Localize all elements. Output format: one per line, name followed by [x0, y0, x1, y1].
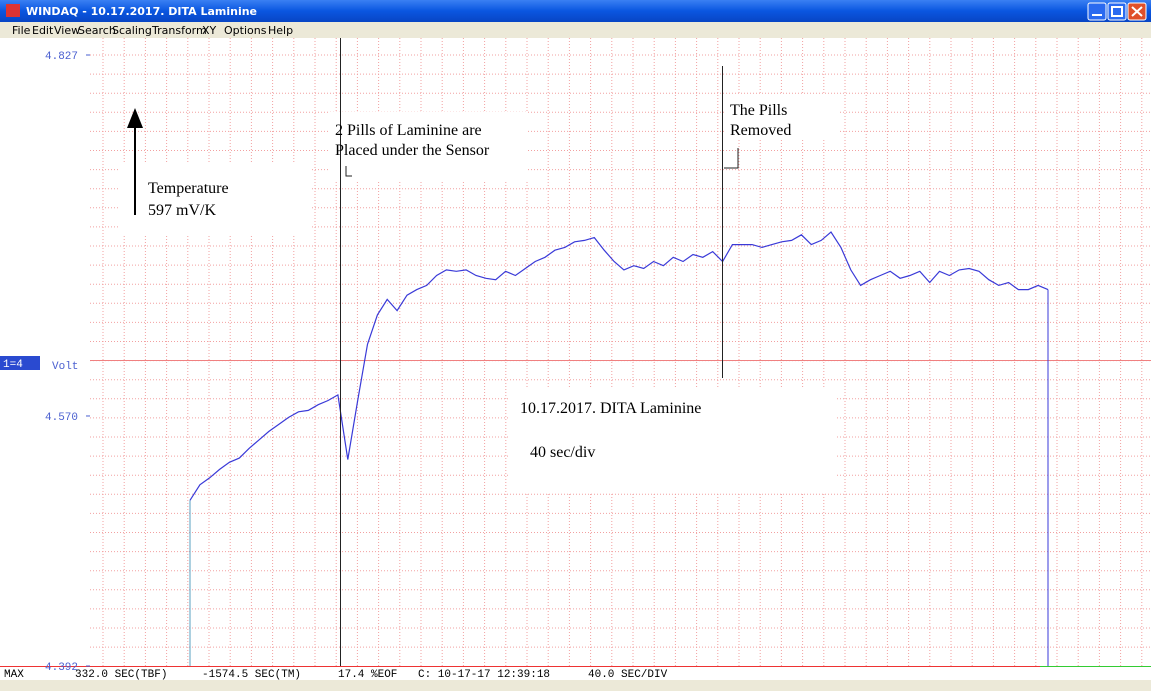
- y-tick-label: 4.827: [45, 51, 78, 63]
- status-field: 17.4 %EOF: [338, 669, 397, 681]
- minimize-button[interactable]: [1087, 2, 1107, 21]
- unit-label: Volt: [52, 361, 78, 373]
- annotation: 597 mV/K: [148, 202, 216, 219]
- menu-item[interactable]: Edit: [32, 24, 54, 37]
- annotation: Temperature: [148, 180, 229, 197]
- title-bar: [0, 0, 1151, 22]
- annotation: 40 sec/div: [530, 444, 595, 461]
- menu-item[interactable]: Options: [224, 24, 267, 37]
- trace: [189, 231, 1049, 501]
- menu-item[interactable]: File: [12, 24, 31, 37]
- menu-item[interactable]: Transform: [151, 24, 207, 37]
- status-bar: [0, 666, 1151, 680]
- annotation: Placed under the Sensor: [335, 142, 490, 159]
- annotation: Removed: [730, 122, 791, 139]
- annotation: 10.17.2017. DITA Laminine: [520, 400, 701, 417]
- maximize-button[interactable]: [1107, 2, 1127, 21]
- app-icon: [6, 4, 20, 17]
- status-field: C: 10-17-17 12:39:18: [418, 669, 550, 681]
- status-field: -1574.5 SEC(TM): [202, 669, 301, 681]
- plot-area: [90, 38, 1151, 666]
- scrollbar[interactable]: [0, 680, 1151, 691]
- status-field: 332.0 SEC(TBF): [75, 669, 167, 681]
- menu-bar: [0, 22, 1151, 38]
- status-field: 40.0 SEC/DIV: [588, 669, 668, 681]
- menu-item[interactable]: Search: [78, 24, 116, 37]
- channel-label: 1=4: [3, 359, 23, 371]
- y-tick-label: 4.392: [45, 662, 78, 674]
- menu-item[interactable]: Help: [268, 24, 293, 37]
- annotation-boxes: [118, 94, 840, 492]
- window-title: WINDAQ - 10.17.2017. DITA Laminine: [26, 5, 257, 18]
- status-field: MAX: [4, 669, 24, 681]
- menu-item[interactable]: XY: [202, 24, 217, 37]
- menu-item[interactable]: View: [54, 24, 80, 37]
- menu-item[interactable]: Scaling: [112, 24, 152, 37]
- y-tick-label: 4.570: [45, 412, 78, 424]
- window-buttons: [1087, 2, 1147, 21]
- channel-badge: [0, 356, 40, 370]
- annotation: The Pills: [730, 102, 787, 119]
- annotation: 2 Pills of Laminine are: [335, 122, 482, 139]
- markers: [127, 38, 739, 666]
